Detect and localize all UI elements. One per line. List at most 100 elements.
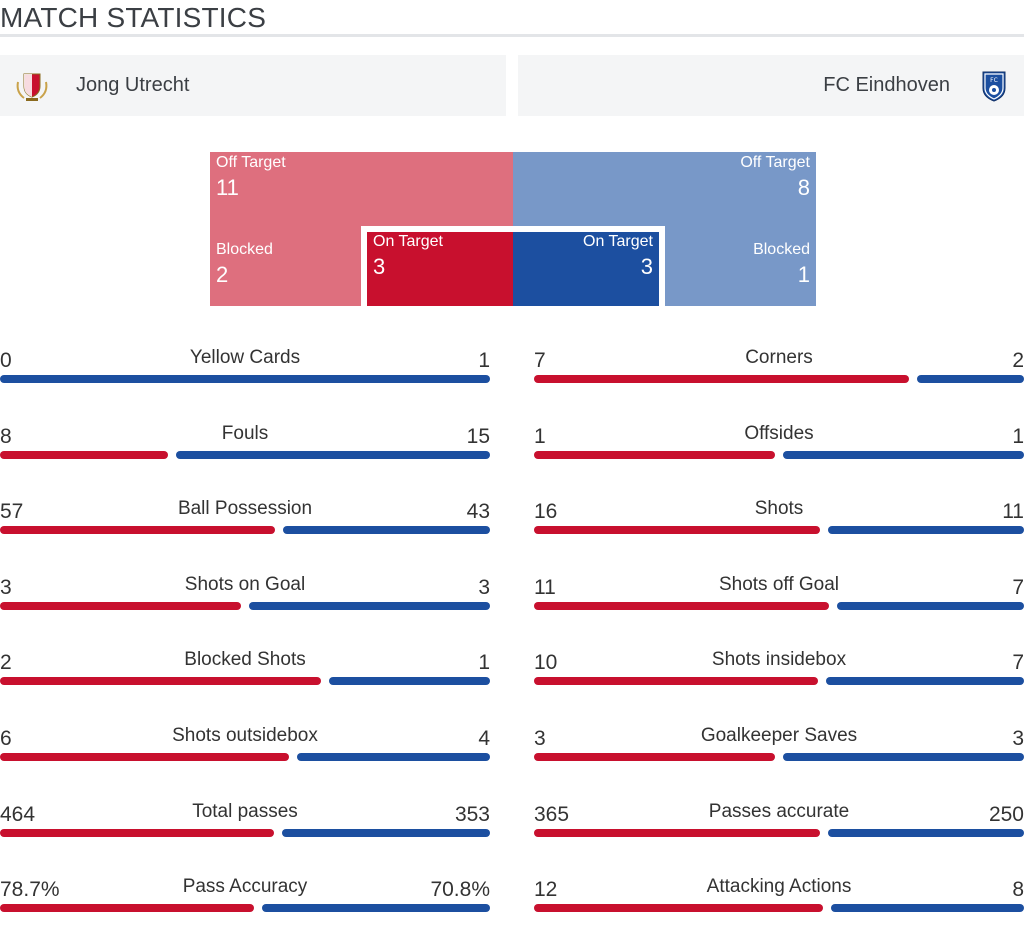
stat-away-bar — [831, 904, 1024, 912]
stat-row-offsides: 1 Offsides 1 — [534, 423, 1024, 474]
stat-away-bar — [828, 829, 1024, 837]
stat-label: Corners — [745, 347, 813, 368]
stat-away-bar — [827, 526, 1024, 534]
stat-away-value: 70.8% — [430, 878, 490, 901]
stat-home-bar — [0, 677, 322, 685]
home-blocked-value: 2 — [216, 262, 229, 287]
stat-row-shots-off-goal: 11 Shots off Goal 7 — [534, 574, 1024, 625]
stat-away-value: 353 — [454, 803, 490, 826]
stat-away-value: 8 — [1012, 878, 1024, 901]
stat-away-bar — [297, 753, 490, 761]
stat-row-fouls: 8 Fouls 15 — [0, 423, 490, 474]
home-on-target-value: 3 — [373, 254, 386, 279]
stat-home-bar — [534, 602, 829, 610]
stat-away-bar — [836, 602, 1024, 610]
stat-home-value: 8 — [0, 425, 12, 448]
stat-away-value: 3 — [478, 576, 490, 599]
stat-home-bar — [534, 526, 820, 534]
stat-away-value: 3 — [1012, 727, 1024, 750]
stat-home-value: 3 — [0, 576, 12, 599]
stat-away-bar — [261, 904, 490, 912]
shots-map: Off Target 11 Blocked 2 Off Target 8 Blo… — [210, 152, 816, 306]
stat-row-passes-accurate: 365 Passes accurate 250 — [534, 801, 1024, 852]
stat-row-ball-possession: 57 Ball Possession 43 — [0, 498, 490, 549]
home-off-target-value: 11 — [216, 175, 239, 200]
stat-label: Passes accurate — [708, 801, 850, 822]
stat-away-value: 7 — [1012, 651, 1024, 674]
stat-home-value: 0 — [0, 349, 12, 372]
stat-away-value: 1 — [478, 651, 490, 674]
home-blocked-label: Blocked — [216, 241, 273, 258]
stat-away-bar — [329, 677, 490, 685]
stat-away-value: 15 — [466, 425, 490, 448]
away-off-target-label: Off Target — [740, 154, 810, 171]
stat-home-bar — [534, 753, 775, 761]
away-on-target-label: On Target — [583, 233, 653, 250]
stat-home-value: 464 — [0, 803, 36, 826]
away-team-header: FC Eindhoven FC — [518, 55, 1024, 116]
stat-label: Shots — [754, 498, 804, 519]
stat-home-value: 7 — [534, 349, 546, 372]
jong-utrecht-crest-icon — [16, 73, 48, 101]
svg-text:FC: FC — [990, 77, 998, 84]
stat-home-value: 3 — [534, 727, 546, 750]
stat-row-blocked-shots: 2 Blocked Shots 1 — [0, 649, 490, 700]
stat-home-value: 2 — [0, 651, 12, 674]
home-off-target-label: Off Target — [216, 154, 286, 171]
stat-home-value: 57 — [0, 500, 24, 523]
stat-label: Total passes — [192, 801, 298, 822]
stat-away-value: 1 — [1012, 425, 1024, 448]
stat-row-shots-insidebox: 10 Shots insidebox 7 — [534, 649, 1024, 700]
stat-home-bar — [534, 451, 775, 459]
stat-home-bar — [0, 602, 241, 610]
stat-home-value: 78.7% — [0, 878, 60, 901]
stat-label: Shots insidebox — [711, 649, 847, 670]
stat-away-value: 250 — [988, 803, 1024, 826]
stat-row-goalkeeper-saves: 3 Goalkeeper Saves 3 — [534, 725, 1024, 776]
stat-away-value: 7 — [1012, 576, 1024, 599]
stat-home-value: 12 — [534, 878, 558, 901]
stat-home-bar — [0, 829, 274, 837]
stat-home-bar — [534, 375, 909, 383]
stat-home-bar — [0, 451, 168, 459]
stat-label: Fouls — [221, 423, 269, 444]
stat-row-attacking-actions: 12 Attacking Actions 8 — [534, 876, 1024, 927]
stat-row-corners: 7 Corners 2 — [534, 347, 1024, 398]
stat-away-bar — [783, 451, 1024, 459]
stat-row-yellow-cards: 0 Yellow Cards 1 — [0, 347, 490, 398]
stat-home-bar — [0, 753, 290, 761]
stat-away-bar — [0, 375, 490, 383]
stat-away-value: 11 — [1002, 500, 1024, 523]
away-on-target-zone: On Target 3 — [513, 232, 659, 306]
away-blocked-label: Blocked — [753, 241, 810, 258]
stat-away-value: 1 — [478, 349, 490, 372]
stat-away-bar — [249, 602, 490, 610]
stat-away-value: 4 — [478, 727, 490, 750]
home-team-name: Jong Utrecht — [76, 74, 190, 96]
stat-away-value: 2 — [1012, 349, 1024, 372]
stat-home-value: 10 — [534, 651, 558, 674]
stat-away-bar — [916, 375, 1024, 383]
away-off-target-value: 8 — [797, 175, 810, 200]
stat-away-bar — [825, 677, 1024, 685]
stat-away-bar — [175, 451, 490, 459]
fc-eindhoven-crest-icon: FC — [982, 71, 1006, 102]
away-blocked-value: 1 — [797, 262, 810, 287]
stat-row-shots: 16 Shots 11 — [534, 498, 1024, 549]
stat-home-value: 11 — [534, 576, 556, 599]
stat-label: Offsides — [744, 423, 814, 444]
page-title: MATCH STATISTICS — [0, 0, 1024, 37]
stat-label: Goalkeeper Saves — [700, 725, 858, 746]
away-team-name: FC Eindhoven — [823, 74, 950, 96]
stat-label: Blocked Shots — [184, 649, 306, 670]
stat-label: Ball Possession — [177, 498, 313, 519]
stat-home-value: 6 — [0, 727, 12, 750]
home-on-target-zone: On Target 3 — [367, 232, 513, 306]
stat-home-value: 16 — [534, 500, 558, 523]
stat-row-shots-outsidebox: 6 Shots outsidebox 4 — [0, 725, 490, 776]
stat-row-shots-on-goal: 3 Shots on Goal 3 — [0, 574, 490, 625]
stat-away-value: 43 — [466, 500, 490, 523]
stat-away-bar — [783, 753, 1024, 761]
stat-home-value: 1 — [534, 425, 546, 448]
stat-home-bar — [0, 526, 275, 534]
